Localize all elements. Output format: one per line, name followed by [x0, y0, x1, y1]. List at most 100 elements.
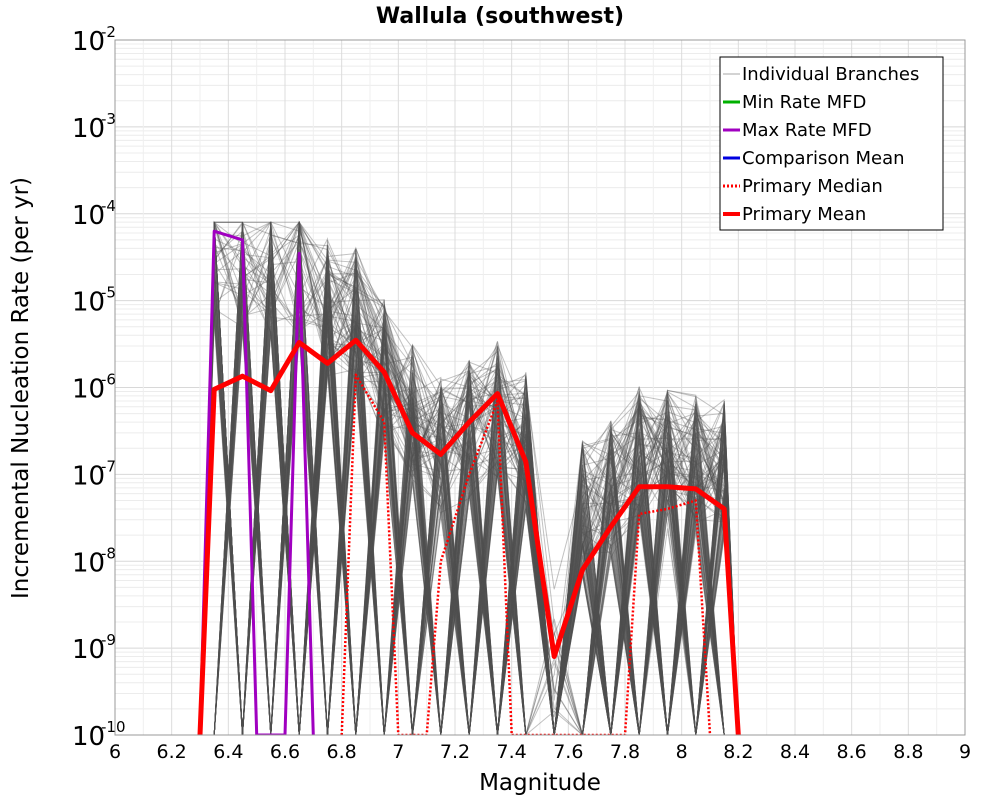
legend-label: Primary Mean [742, 204, 866, 225]
branch-line [199, 220, 739, 735]
branch-line [200, 267, 739, 735]
branch-line [199, 269, 739, 735]
branch-line [199, 222, 739, 735]
branch-line [200, 220, 739, 735]
branch-line [199, 222, 739, 735]
branch-line [200, 223, 739, 735]
legend-label: Individual Branches [742, 64, 919, 85]
branch-line [200, 394, 739, 735]
branch-line [199, 269, 739, 735]
branch-line [199, 221, 739, 735]
x-tick-label: 8.8 [893, 741, 923, 763]
plot-frame [114, 39, 966, 736]
branch-line [200, 289, 739, 735]
y-tick-exponent: -9 [101, 631, 116, 649]
branch-line [200, 252, 739, 735]
branch-line [200, 222, 739, 735]
branch-line [200, 343, 739, 735]
branch-line [199, 223, 739, 735]
branch-line [200, 358, 739, 735]
branch-line [200, 298, 739, 735]
branch-line [199, 243, 739, 735]
series-line-max-rate-mfd [198, 229, 315, 735]
branch-line [200, 286, 739, 735]
branch-line [200, 246, 739, 735]
branch-line [200, 331, 739, 735]
branch-line [199, 222, 739, 735]
branch-line [199, 272, 739, 735]
branch-line [200, 222, 739, 735]
x-tick-label: 8.2 [723, 741, 753, 763]
branch-line [200, 297, 739, 735]
branch-line [200, 220, 739, 735]
branch-line [200, 257, 739, 735]
legend-label: Comparison Mean [742, 148, 905, 169]
branch-line [199, 266, 739, 735]
branch-line [200, 261, 739, 735]
branch-line [199, 222, 739, 735]
branch-line [200, 233, 739, 735]
branch-line [199, 222, 739, 735]
branch-line [199, 222, 739, 735]
branch-line [199, 220, 739, 735]
branch-line [199, 222, 739, 735]
branch-line [199, 243, 739, 735]
branch-line [200, 314, 739, 735]
branch-line [200, 303, 739, 735]
series-line-primary-mean [197, 337, 741, 735]
branch-line [200, 292, 739, 735]
branch-line [200, 222, 739, 735]
branch-line [200, 289, 739, 735]
branch-line [199, 221, 739, 735]
branch-line [199, 221, 739, 735]
branch-line [200, 266, 739, 735]
branch-line [200, 332, 739, 735]
branch-line [199, 221, 739, 735]
branch-line [200, 278, 739, 735]
branch-line [200, 241, 739, 735]
y-tick-exponent: -5 [101, 284, 116, 302]
y-tick-label: 10 [72, 548, 105, 578]
branch-line [200, 257, 739, 735]
branch-line [200, 343, 739, 735]
branch-line [200, 363, 739, 735]
branch-line [199, 272, 739, 735]
branch-line [200, 241, 739, 735]
branch-line [199, 222, 739, 735]
branch-line [200, 312, 739, 735]
branch-line [200, 261, 739, 735]
x-tick-label: 6.2 [157, 741, 187, 763]
plot-area [197, 220, 741, 735]
branch-line [200, 265, 739, 735]
branch-line [199, 241, 739, 735]
branch-line [200, 327, 739, 735]
branch-line [200, 243, 739, 735]
branch-line [200, 305, 739, 735]
y-axis-label: Incremental Nucleation Rate (per yr) [8, 177, 34, 599]
branch-line [200, 316, 739, 735]
x-tick-label: 7.6 [553, 741, 583, 763]
x-tick-label: 7 [392, 741, 404, 763]
branch-line [200, 253, 739, 735]
y-tick-exponent: -4 [101, 197, 116, 215]
branch-line [199, 221, 739, 735]
branch-line [200, 226, 739, 735]
x-axis-label: Magnitude [479, 770, 601, 796]
branch-line [200, 301, 739, 735]
branch-line [200, 248, 739, 735]
branch-line [200, 270, 739, 735]
branch-line [200, 222, 739, 735]
branch-line [200, 335, 739, 735]
branch-line [199, 222, 739, 735]
branch-line [199, 269, 739, 735]
branch-line [200, 412, 739, 735]
branch-line [199, 236, 739, 735]
branch-line [200, 262, 739, 735]
branch-line [199, 281, 739, 735]
branch-line [200, 222, 739, 735]
branch-line [200, 245, 739, 735]
branch-line [200, 261, 739, 735]
branch-line [200, 249, 739, 735]
branch-line [199, 318, 739, 735]
